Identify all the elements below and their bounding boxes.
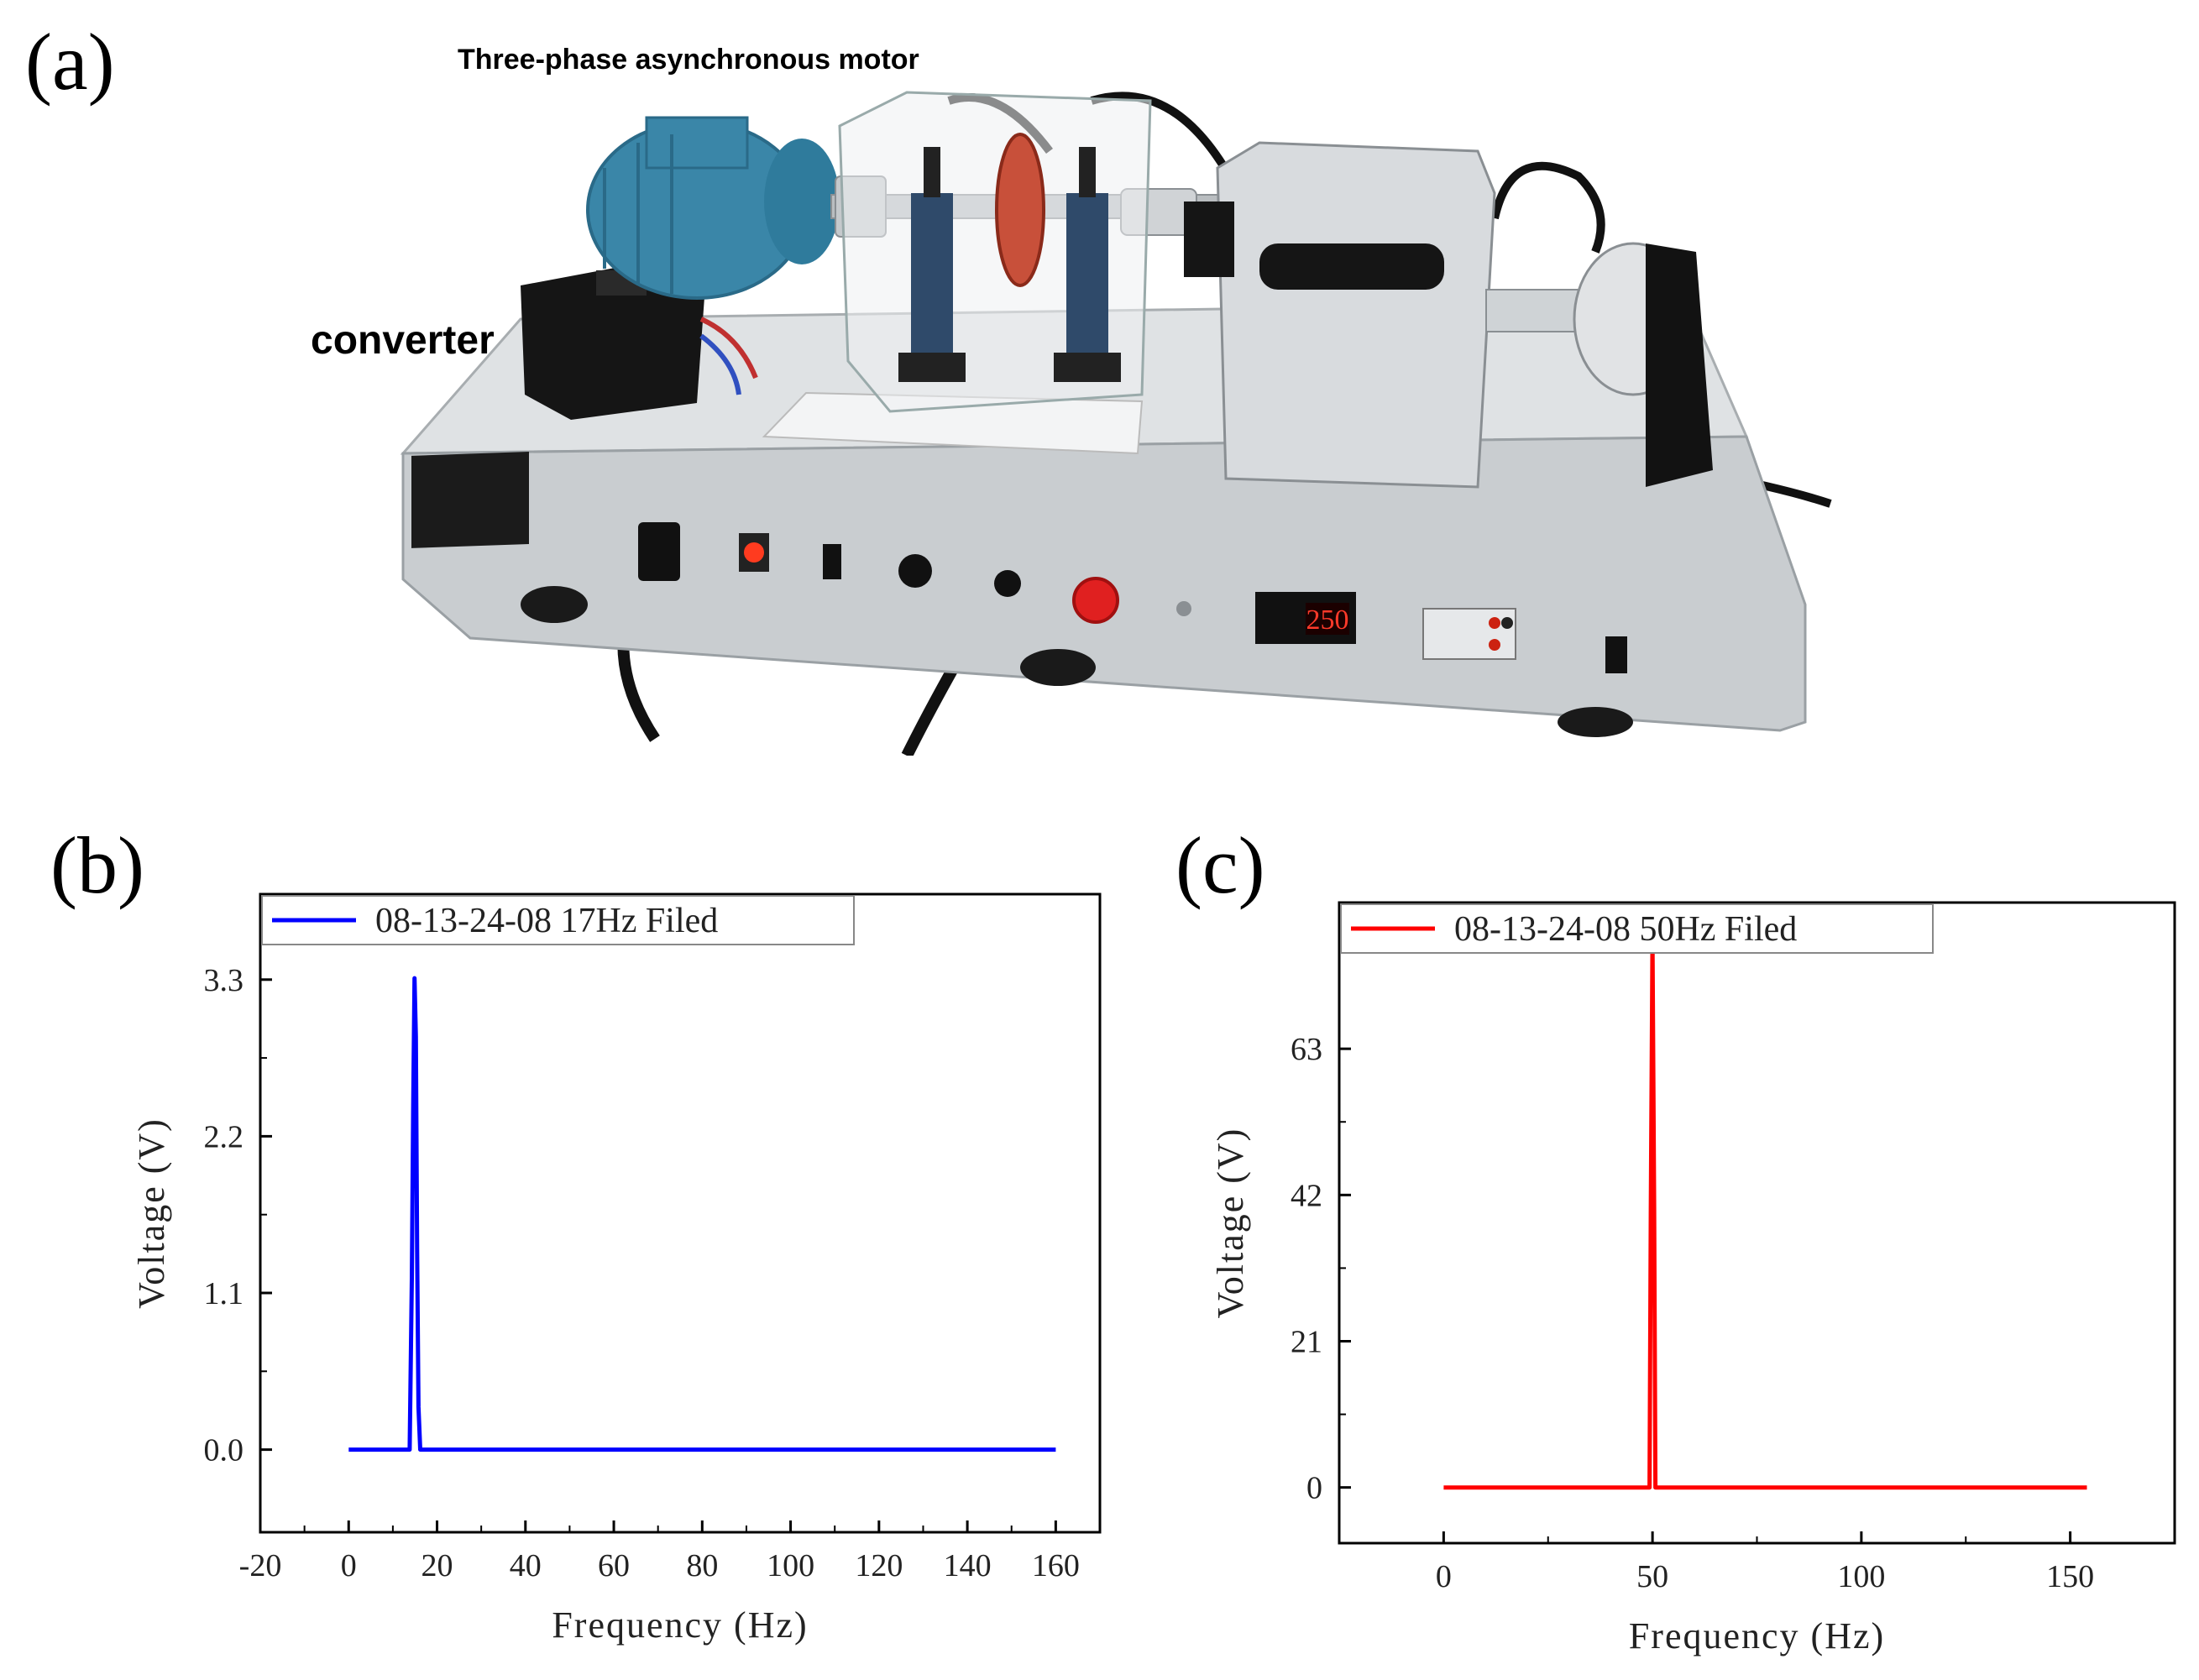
bearing-base-left xyxy=(898,353,966,382)
chart-b-ytick-label: 0.0 xyxy=(204,1433,244,1468)
chart-b-series-line-0 xyxy=(348,976,1056,1452)
emergency-stop-button xyxy=(1072,577,1119,624)
chart-c-xtick-label: 150 xyxy=(2046,1559,2094,1594)
motor-label: Three-phase asynchronous motor xyxy=(458,44,919,76)
sensor-cable-3 xyxy=(1490,161,1605,254)
chart-b-legend-box xyxy=(261,895,855,945)
control-knob-1 xyxy=(898,554,932,588)
chart-c-series-line-0 xyxy=(1443,935,2087,1490)
sensor-left xyxy=(924,147,940,197)
enclosure-handle xyxy=(1259,243,1444,290)
chart-c-legend-label: 08-13-24-08 50Hz Filed xyxy=(1454,910,1797,949)
toggle-switch xyxy=(823,544,841,579)
chart-c-y-axis-label: Voltage (V) xyxy=(1210,1128,1251,1319)
chart-b-ytick-label: 1.1 xyxy=(204,1276,244,1311)
load-enclosure xyxy=(1216,141,1496,489)
chart-b-xtick-label: -20 xyxy=(239,1548,282,1583)
chart-c-xtick-label: 100 xyxy=(1837,1559,1885,1594)
chart-b-ytick-label: 3.3 xyxy=(204,963,244,998)
chart-b-xtick-label: 0 xyxy=(341,1548,357,1583)
power-switch xyxy=(1605,636,1627,673)
motor-flange xyxy=(764,139,840,264)
bearing-base-right xyxy=(1054,353,1121,382)
foot-right xyxy=(1558,707,1633,737)
sensor-right xyxy=(1079,147,1096,197)
chart-c-plot-frame xyxy=(1338,901,2176,1545)
chart-c-ytick-label: 0 xyxy=(1306,1471,1322,1506)
chart-c-xtick-label: 0 xyxy=(1436,1559,1452,1594)
mounting-plate xyxy=(762,391,1144,455)
converter-box xyxy=(521,260,705,420)
chart-c-ytick-label: 21 xyxy=(1291,1324,1322,1359)
bearing-block-right xyxy=(1066,193,1108,361)
panel-label-b: (b) xyxy=(50,820,144,910)
chart-b-xtick-label: 20 xyxy=(421,1548,453,1583)
brake-coupling xyxy=(1485,289,1579,332)
chart-b-ytick-label: 2.2 xyxy=(204,1119,244,1154)
chart-c-legend-box xyxy=(1340,903,1934,954)
bearing-block-left xyxy=(911,193,953,361)
foot-left xyxy=(521,586,588,623)
chart-c-ytick-label: 42 xyxy=(1291,1178,1322,1213)
chart-b-xtick-label: 80 xyxy=(686,1548,718,1583)
foot-center xyxy=(1020,649,1096,686)
chart-b-x-axis-label: Frequency (Hz) xyxy=(552,1604,808,1646)
control-knob-2 xyxy=(994,570,1021,597)
chart-c: 0 50 100 150 0 21 42 63 Frequency (Hz) Voltage (V… xyxy=(1210,901,2176,1656)
terminal-black xyxy=(1501,617,1513,629)
chart-b-xtick-label: 140 xyxy=(944,1548,992,1583)
chart-c-x-axis-label: Frequency (Hz) xyxy=(1629,1615,1885,1656)
chart-b-xtick-label: 100 xyxy=(767,1548,814,1583)
test-rig-photo: 250 xyxy=(400,91,1832,756)
chart-c-xtick-label: 50 xyxy=(1636,1559,1668,1594)
rotor-disc xyxy=(995,133,1045,287)
motor-terminal-box xyxy=(645,116,749,170)
terminal-red-2 xyxy=(1489,639,1500,651)
bnc-connector xyxy=(1176,601,1191,616)
nameplate xyxy=(411,451,529,548)
chart-c-ytick-label: 63 xyxy=(1291,1032,1322,1067)
chart-b-plot-frame xyxy=(259,892,1102,1534)
chart-b-xtick-label: 160 xyxy=(1032,1548,1080,1583)
chart-b-xtick-label: 60 xyxy=(598,1548,630,1583)
terminal-red xyxy=(1489,617,1500,629)
chart-b-xtick-label: 120 xyxy=(855,1548,903,1583)
terminal-block xyxy=(1422,608,1516,660)
chart-b-legend-label: 08-13-24-08 17Hz Filed xyxy=(375,902,718,940)
converter-wires xyxy=(699,317,758,379)
power-socket xyxy=(638,522,680,581)
power-indicator-light xyxy=(744,542,764,563)
converter-label: converter xyxy=(311,318,495,363)
chart-b-y-axis-label: Voltage (V) xyxy=(131,1117,172,1309)
panel-label-a: (a) xyxy=(25,17,115,107)
brake-stand xyxy=(1646,243,1713,487)
display-screen xyxy=(1306,603,1349,635)
converter-wires-2 xyxy=(699,333,741,395)
chart-b-xtick-label: 40 xyxy=(510,1548,542,1583)
load-coupling-housing xyxy=(1184,201,1234,277)
panel-label-c: (c) xyxy=(1175,820,1265,910)
display-reading: 250 xyxy=(1306,604,1349,636)
chart-b: -20 0 20 40 60 80 100 120 140 160 0.0 1.1 2.2 3.3 Freq… xyxy=(131,892,1102,1646)
sensor-cable-2 xyxy=(1090,92,1238,187)
